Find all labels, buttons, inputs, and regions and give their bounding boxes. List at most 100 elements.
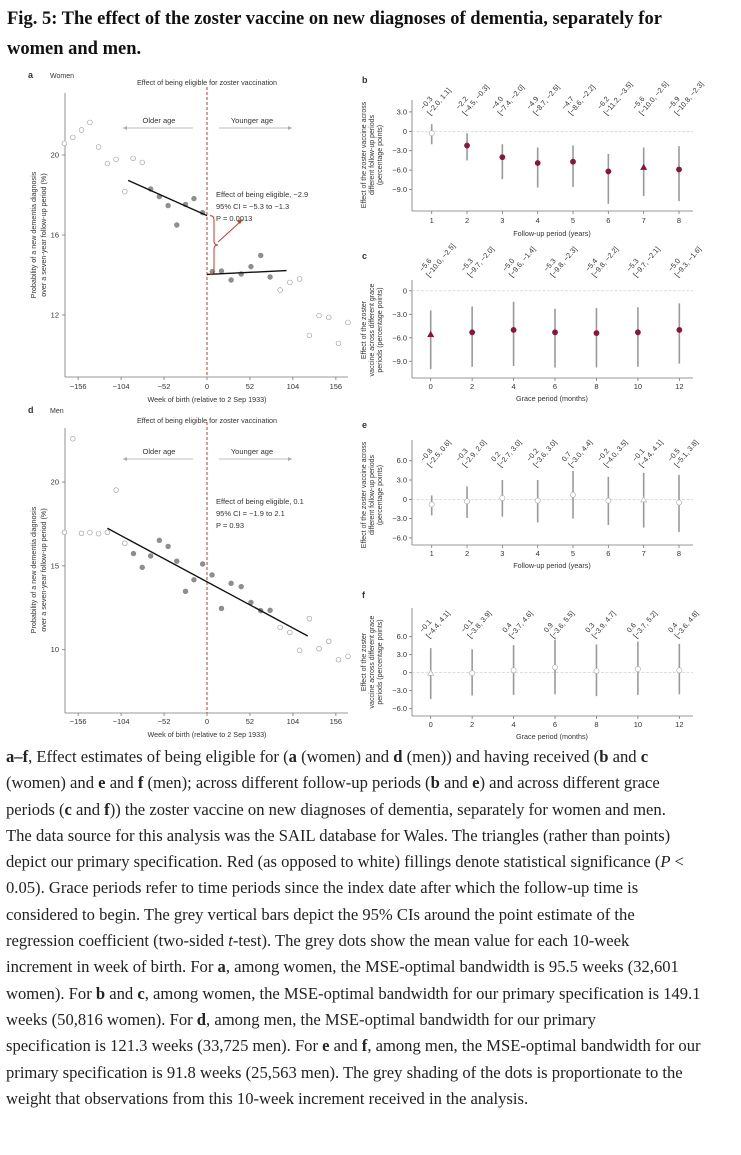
x-tick-label: 7 [642,549,646,558]
panel-label: c [362,251,367,261]
data-point [199,561,206,567]
caption-text: b [599,747,609,766]
y-tick-label: 3.0 [397,107,407,116]
x-tick-label: 6 [553,382,557,391]
caption-text: e [472,773,480,793]
data-point [104,529,111,536]
x-tick-label: 12 [675,382,683,391]
caption-line: specification is 121.3 weeks (33,725 men… [6,1033,741,1059]
caption-text: weeks (50,816 women). For [6,1009,197,1029]
data-point [174,558,180,564]
data-point [326,314,332,321]
data-point [316,312,322,319]
data-point [61,140,68,147]
x-axis-label: Week of birth (relative to 2 Sep 1933) [148,730,267,739]
estimate-annotation: −0.8[−2.5, 0.6] [418,432,452,468]
primary-estimate-triangle [427,669,435,676]
estimate-point [635,329,641,336]
estimate-point [510,327,517,333]
data-point [191,577,197,583]
x-tick-label: −104 [113,382,130,391]
y-axis-label: Probability of a new dementia diagnosis [29,506,38,633]
y-tick-label: −6.0 [392,333,407,342]
y-axis-label: vaccine across different grace [369,615,376,708]
y-axis-label: Effect of the zoster [361,300,368,359]
y-axis-label: Effect of the zoster vaccine across [361,101,368,208]
x-tick-label: 8 [594,720,598,729]
caption-text: 0.05). Grace periods refer to time perio… [6,878,639,898]
x-tick-label: 0 [429,382,433,391]
data-point [122,540,128,547]
estimate-annotation: 0.7[−3.0, 4.4] [560,432,594,468]
estimate-annotation: 0.2[−2.7, 3.0] [489,432,523,468]
x-tick-label: 12 [675,720,683,729]
data-point [345,319,351,326]
caption-text: , among men, the MSE-optimal bandwidth f… [367,1036,701,1056]
x-tick-label: 0 [205,382,209,391]
data-point [87,529,93,536]
data-point [113,156,119,163]
data-point [287,279,293,286]
x-tick-label: 0 [205,717,209,726]
x-tick-label: 2 [470,382,474,391]
panel-label: d [28,405,34,415]
data-point [95,530,102,537]
data-point [122,188,128,195]
caption-text: t [228,931,233,951]
y-axis-label: different follow-up periods [369,454,376,535]
panel-b: b 1 2 3 4 5 6 7 8 3.0 0 −3.0 −6.0 −9.0 Follow-up perio… [361,74,705,238]
estimate-annotation: −5.6[−10.0, −2.5] [630,74,670,117]
x-tick-label: 104 [287,382,300,391]
caption-text: P [660,852,671,872]
data-point [277,624,283,631]
estimate-point [428,501,435,508]
caption-text: and [71,799,105,819]
y-axis-label: Effect of the zoster [361,632,368,691]
y-axis-label: (percentage points) [377,465,384,525]
x-tick-label: −52 [158,717,171,726]
x-tick-label: −156 [70,717,87,726]
fit-line [206,269,287,276]
caption-text: and [105,773,138,793]
caption-line: primary specification is 91.8 weeks (25,… [6,1060,741,1086]
data-point [70,436,76,442]
arrow-head-icon [123,457,127,461]
older-age-label: Older age [143,447,176,456]
caption-text: weight that observations from this 10-we… [6,1088,529,1108]
estimate-point [428,130,435,137]
caption-text: < [670,852,684,872]
effect-annotation: Effect of being eligible, −2.9 [216,190,308,199]
data-point [174,222,180,228]
panel-d: d Men Effect of being eligible for zoster … [28,405,351,739]
x-tick-label: −104 [113,717,130,726]
y-tick-label: 15 [51,561,59,570]
caption-text: ) and across different grace [479,773,660,793]
estimate-annotation: −6.2[−11.2, −3.5] [595,75,634,117]
caption-text: (women) and [6,773,99,793]
estimate-annotation: −5.0[−9.6, −1.4] [500,239,537,279]
caption-text: The data source for this analysis was th… [6,825,671,845]
caption-line: weight that observations from this 10-we… [6,1086,741,1112]
data-point [139,564,145,571]
effect-annotation: P = 0.0013 [216,214,252,223]
y-axis-label: Probability of a new dementia diagnosis [29,171,38,298]
caption-text: d [196,1009,207,1029]
data-point [267,607,273,613]
panel-group-label: Men [50,408,64,415]
y-tick-label: 20 [51,151,59,160]
caption-text: (men); across different follow-up period… [143,773,431,793]
y-tick-label: 12 [51,311,59,320]
data-point [130,550,137,557]
effect-annotation: 95% CI = −5.3 to −1.3 [216,202,289,211]
estimate-point [605,497,612,504]
estimate-annotation: 0.4[−3.7, 4.6] [500,603,534,639]
caption-text: c [64,799,72,819]
caption-text: )) the zoster vaccine on new diagnoses o… [109,799,666,819]
y-tick-label: −6.0 [392,166,407,175]
primary-estimate-triangle [640,496,648,503]
estimate-point [605,168,612,175]
caption-text: and [105,983,138,1003]
x-tick-label: 52 [246,382,254,391]
data-point [61,529,68,536]
caption-text: regression coefficient (two-sided [6,931,229,951]
